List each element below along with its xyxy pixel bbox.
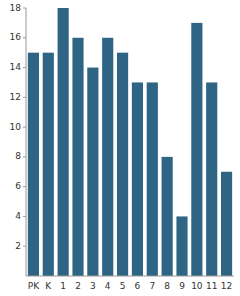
bar (132, 82, 143, 276)
y-tick (23, 156, 26, 157)
bar (206, 82, 217, 276)
x-tick-label: 8 (164, 281, 170, 291)
y-axis: 2 4 6 8 10 12 14 16 18 (10, 3, 26, 277)
x-tick-label: 7 (149, 281, 155, 291)
bar (102, 38, 113, 276)
y-tick-label: 10 (10, 122, 22, 132)
x-tick-label: 6 (135, 281, 141, 291)
bar (58, 8, 69, 276)
x-axis-line (26, 276, 234, 277)
bar (43, 53, 54, 276)
bar (72, 38, 83, 276)
y-tick (23, 67, 26, 68)
x-axis: PKK123456789101112 (26, 276, 234, 291)
y-tick-label: 4 (15, 211, 21, 221)
y-tick-label: 8 (15, 151, 21, 161)
x-tick-label: 9 (179, 281, 185, 291)
y-tick (23, 186, 26, 187)
x-tick-label: 4 (105, 281, 111, 291)
chart-container: 24681012141618PKK123456789101112 (0, 0, 240, 296)
y-tick (23, 8, 26, 9)
y-tick (23, 216, 26, 217)
bar (191, 23, 202, 276)
bar (162, 157, 173, 276)
y-tick-label: 18 (10, 3, 22, 13)
y-tick (23, 127, 26, 128)
y-tick-label: 2 (15, 241, 21, 251)
y-tick-label: 12 (10, 92, 21, 102)
x-tick-label: 11 (206, 281, 217, 291)
x-tick-label: PK (28, 281, 40, 291)
bar (176, 216, 187, 276)
bar (221, 172, 232, 276)
bars (28, 8, 232, 276)
bar (117, 53, 128, 276)
y-tick (23, 246, 26, 247)
x-tick-label: 10 (191, 281, 203, 291)
bar (147, 82, 158, 276)
x-tick-label: K (45, 281, 52, 291)
x-tick-label: 2 (75, 281, 81, 291)
chart: 24681012141618PKK123456789101112 (0, 0, 240, 296)
y-tick (23, 37, 26, 38)
y-tick-label: 6 (15, 181, 21, 191)
y-axis-line (26, 8, 27, 276)
bar (28, 53, 39, 276)
x-tick-label: 5 (120, 281, 126, 291)
y-tick-label: 16 (10, 32, 22, 42)
x-tick-label: 12 (221, 281, 232, 291)
x-tick-label: 3 (90, 281, 96, 291)
y-tick-label: 14 (10, 62, 22, 72)
bar (87, 68, 98, 276)
y-tick (23, 97, 26, 98)
x-tick-label: 1 (60, 281, 66, 291)
